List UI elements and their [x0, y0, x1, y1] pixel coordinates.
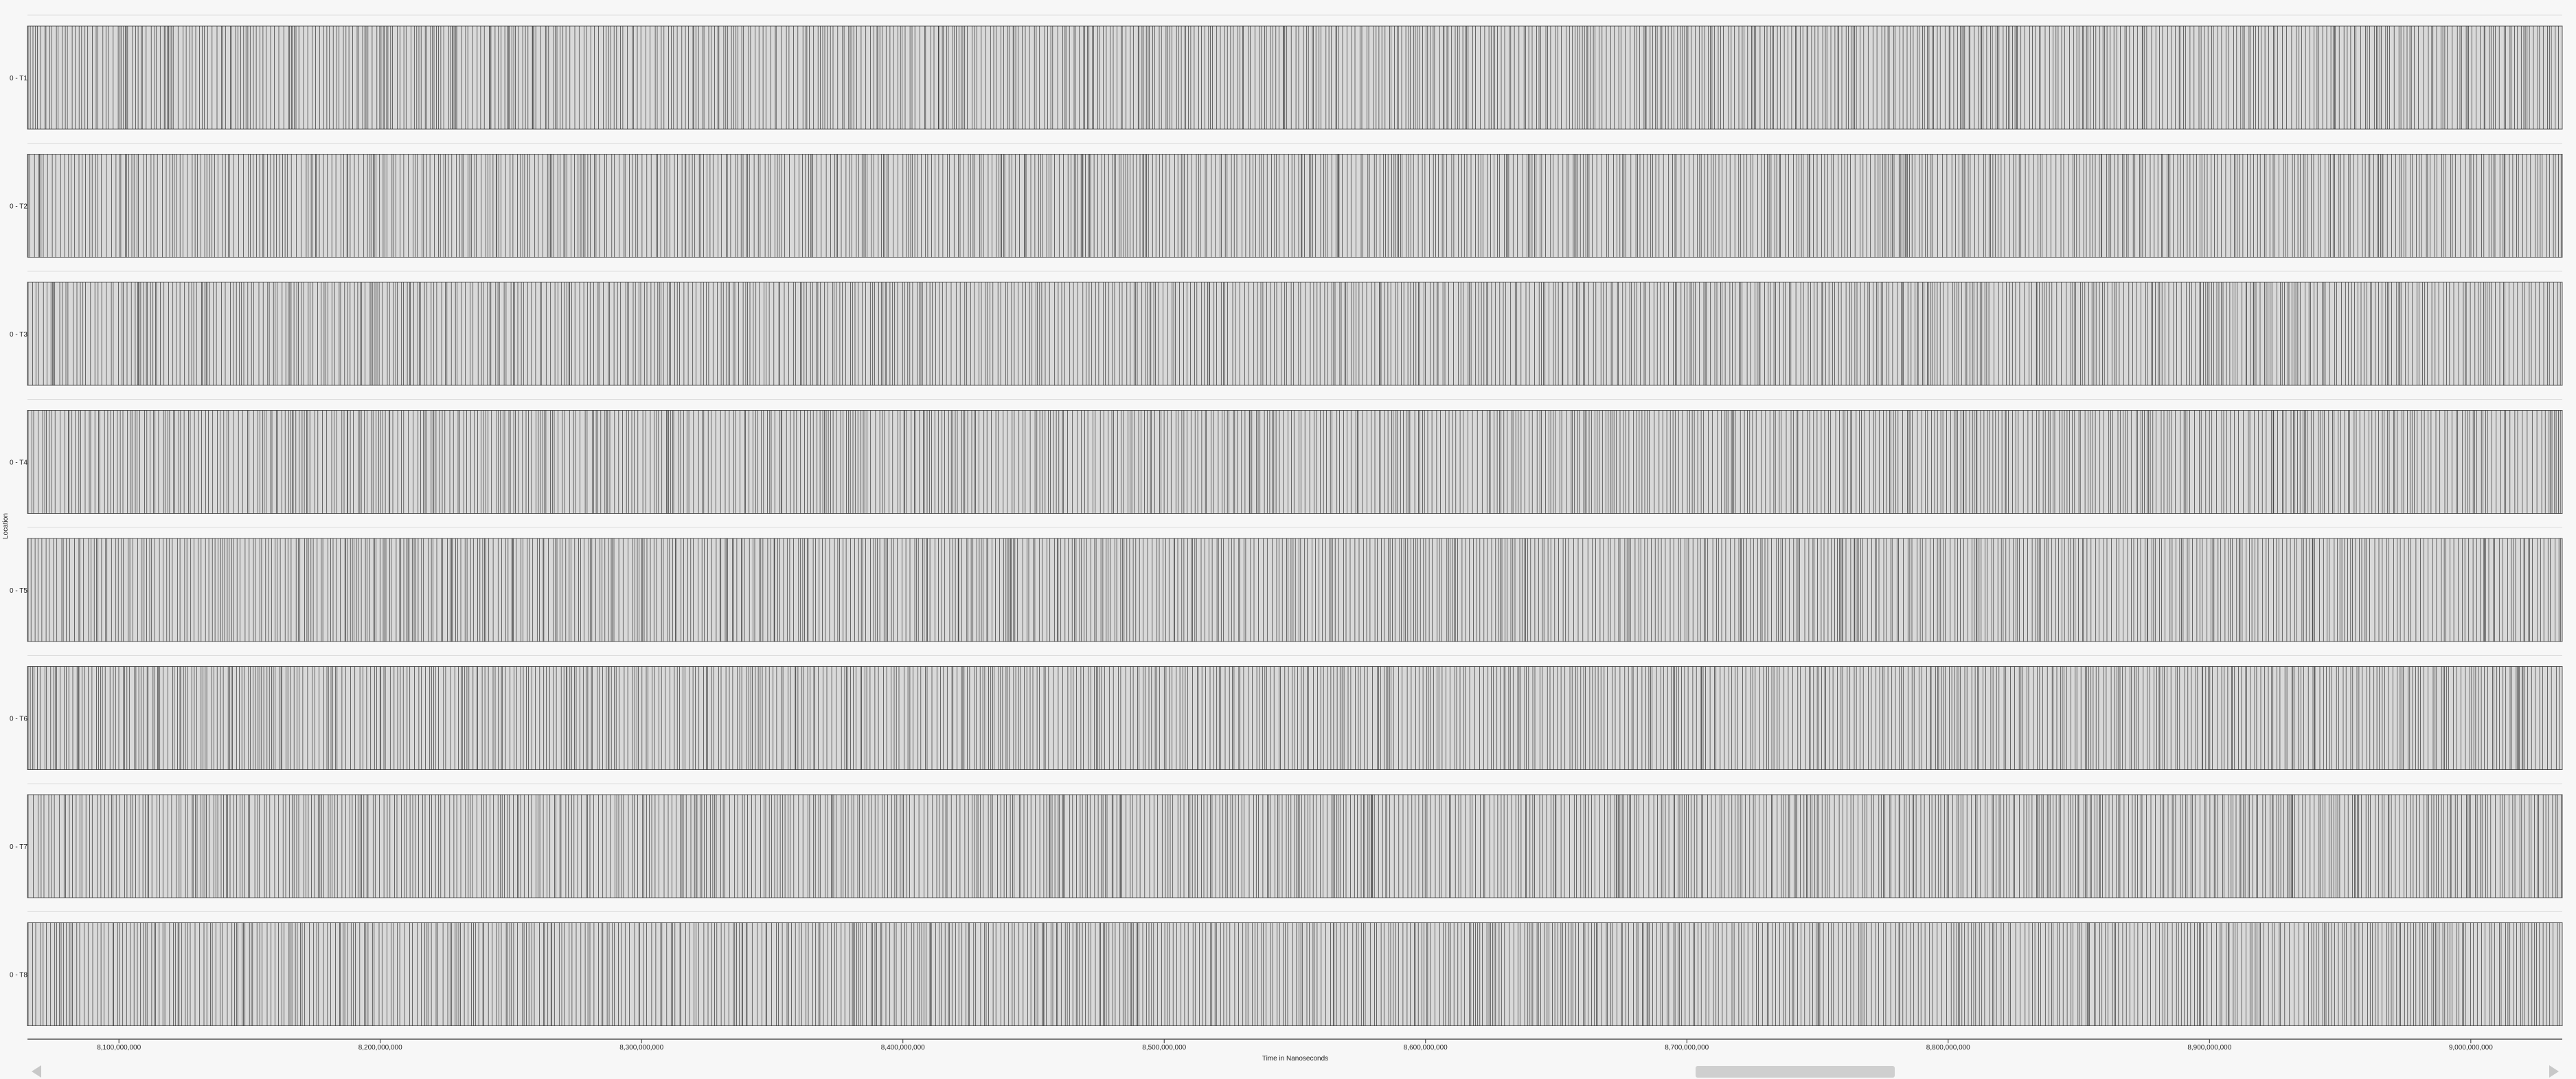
- timeline-row: 0 - T7: [10, 783, 2563, 898]
- event-marks: [27, 26, 2559, 129]
- horizontal-scrollbar[interactable]: [27, 1065, 2549, 1078]
- x-tick-label: 8,600,000,000: [1404, 1044, 1448, 1052]
- row-label: 0 - T6: [10, 716, 27, 723]
- x-tick-label: 8,100,000,000: [97, 1044, 141, 1052]
- event-marks: [27, 666, 2560, 770]
- x-tick-label: 8,900,000,000: [2187, 1044, 2231, 1052]
- timeline-row: 0 - T2: [10, 143, 2563, 258]
- event-marks: [27, 922, 2560, 1026]
- x-tick-label: 8,400,000,000: [881, 1044, 925, 1052]
- row-label: 0 - T5: [10, 587, 27, 595]
- event-band[interactable]: [27, 922, 2563, 1026]
- event-band[interactable]: [27, 154, 2563, 258]
- event-band[interactable]: [27, 25, 2563, 130]
- x-axis-title: Time in Nanoseconds: [1262, 1055, 1328, 1063]
- row-label: 0 - T1: [10, 75, 27, 82]
- y-axis-title: Location: [2, 513, 10, 539]
- scroll-left-icon[interactable]: [32, 1065, 41, 1078]
- row-label: 0 - T7: [10, 843, 27, 851]
- x-tick-label: 8,800,000,000: [1926, 1044, 1970, 1052]
- event-band[interactable]: [27, 538, 2563, 642]
- event-marks: [27, 282, 2561, 385]
- event-marks: [27, 795, 2562, 898]
- timeline-row: 0 - T1: [10, 14, 2563, 130]
- event-marks: [27, 154, 2562, 258]
- timeline-row: 0 - T8: [10, 911, 2563, 1026]
- timeline-row: 0 - T5: [10, 527, 2563, 642]
- row-label: 0 - T2: [10, 203, 27, 211]
- event-band[interactable]: [27, 794, 2563, 898]
- event-marks: [27, 410, 2561, 514]
- x-tick-label: 8,500,000,000: [1142, 1044, 1186, 1052]
- x-tick-label: 8,200,000,000: [358, 1044, 402, 1052]
- timeline-row: 0 - T4: [10, 399, 2563, 514]
- timeline-row: 0 - T6: [10, 655, 2563, 770]
- event-marks: [27, 538, 2562, 641]
- row-label: 0 - T8: [10, 972, 27, 979]
- x-axis: 8,100,000,000 8,200,000,000 8,300,000,000 8…: [27, 1038, 2562, 1052]
- timeline-row: 0 - T3: [10, 271, 2563, 386]
- event-band[interactable]: [27, 282, 2563, 386]
- scroll-right-icon[interactable]: [2549, 1065, 2559, 1078]
- x-tick-label: 8,700,000,000: [1665, 1044, 1709, 1052]
- event-band[interactable]: [27, 410, 2563, 514]
- scrollbar-thumb[interactable]: [1696, 1066, 1895, 1078]
- x-tick-label: 8,300,000,000: [619, 1044, 663, 1052]
- rows-layer: 0 - T1 0 - T2 0 - T3 0 - T4 0 - T5 0 - T6 0 - …: [10, 14, 2563, 1026]
- row-label: 0 - T3: [10, 331, 27, 339]
- row-label: 0 - T4: [10, 459, 27, 467]
- x-tick-label: 9,000,000,000: [2449, 1044, 2493, 1052]
